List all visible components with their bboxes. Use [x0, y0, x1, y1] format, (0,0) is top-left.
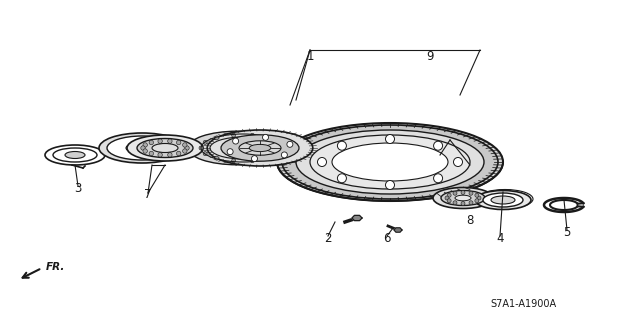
Ellipse shape	[137, 138, 193, 158]
Circle shape	[143, 143, 147, 147]
Circle shape	[149, 151, 154, 156]
Ellipse shape	[65, 152, 85, 159]
Text: S7A1-A1900A: S7A1-A1900A	[490, 299, 556, 309]
Circle shape	[461, 202, 465, 205]
Circle shape	[177, 151, 181, 156]
Circle shape	[158, 152, 163, 157]
Circle shape	[185, 146, 189, 150]
Circle shape	[141, 146, 145, 150]
Text: 5: 5	[563, 226, 571, 239]
Ellipse shape	[310, 135, 470, 189]
Text: 1: 1	[307, 50, 314, 63]
Circle shape	[182, 143, 187, 147]
Circle shape	[279, 152, 283, 156]
Ellipse shape	[207, 130, 313, 166]
Circle shape	[250, 159, 254, 163]
Ellipse shape	[277, 123, 503, 201]
Ellipse shape	[282, 125, 498, 199]
Circle shape	[267, 156, 271, 160]
Ellipse shape	[127, 135, 203, 161]
Circle shape	[454, 158, 463, 167]
Ellipse shape	[53, 148, 97, 162]
Circle shape	[469, 191, 473, 195]
Circle shape	[215, 136, 219, 140]
Circle shape	[283, 146, 287, 150]
Ellipse shape	[455, 195, 471, 201]
Circle shape	[232, 159, 236, 163]
Circle shape	[282, 152, 287, 158]
Circle shape	[279, 140, 283, 145]
Ellipse shape	[475, 190, 531, 210]
Text: 8: 8	[467, 213, 474, 226]
Circle shape	[232, 133, 236, 137]
Ellipse shape	[332, 143, 448, 181]
Circle shape	[461, 190, 465, 195]
Ellipse shape	[152, 144, 178, 152]
Circle shape	[287, 141, 293, 147]
Circle shape	[199, 146, 203, 150]
Ellipse shape	[491, 196, 515, 204]
Circle shape	[453, 201, 457, 205]
Circle shape	[337, 174, 346, 183]
Circle shape	[168, 152, 172, 157]
Circle shape	[453, 191, 457, 195]
Circle shape	[445, 196, 449, 200]
Circle shape	[447, 199, 451, 203]
Ellipse shape	[126, 143, 158, 153]
Ellipse shape	[296, 130, 484, 194]
Ellipse shape	[45, 145, 105, 165]
Circle shape	[143, 149, 147, 153]
Circle shape	[203, 140, 207, 145]
Text: 4: 4	[496, 232, 504, 244]
Ellipse shape	[188, 131, 286, 165]
Polygon shape	[394, 228, 402, 232]
Circle shape	[252, 156, 257, 162]
Circle shape	[182, 149, 187, 153]
Circle shape	[215, 156, 219, 160]
Text: 2: 2	[324, 232, 332, 244]
Circle shape	[477, 196, 481, 200]
Text: 3: 3	[74, 182, 82, 195]
Ellipse shape	[483, 193, 523, 207]
Text: 6: 6	[383, 232, 391, 244]
Circle shape	[149, 140, 154, 145]
Circle shape	[158, 139, 163, 143]
Circle shape	[385, 181, 394, 189]
Text: 7: 7	[144, 189, 152, 202]
Circle shape	[168, 139, 172, 143]
Text: FR.: FR.	[46, 262, 65, 272]
Ellipse shape	[433, 188, 493, 209]
Circle shape	[267, 136, 271, 140]
Circle shape	[250, 133, 254, 137]
Ellipse shape	[249, 145, 271, 152]
Ellipse shape	[239, 141, 281, 155]
Circle shape	[177, 140, 181, 145]
Circle shape	[433, 174, 443, 183]
Circle shape	[227, 149, 233, 155]
Text: 9: 9	[426, 50, 434, 63]
Ellipse shape	[221, 135, 299, 161]
Circle shape	[469, 201, 473, 205]
Circle shape	[232, 138, 239, 144]
Circle shape	[433, 141, 443, 150]
Circle shape	[475, 193, 479, 197]
Ellipse shape	[441, 190, 485, 205]
Circle shape	[337, 141, 346, 150]
Ellipse shape	[107, 136, 177, 160]
Circle shape	[262, 134, 269, 140]
Circle shape	[203, 152, 207, 156]
Ellipse shape	[99, 133, 185, 163]
Circle shape	[475, 199, 479, 203]
Circle shape	[447, 193, 451, 197]
Circle shape	[385, 135, 394, 144]
Circle shape	[317, 158, 326, 167]
Polygon shape	[352, 215, 362, 221]
